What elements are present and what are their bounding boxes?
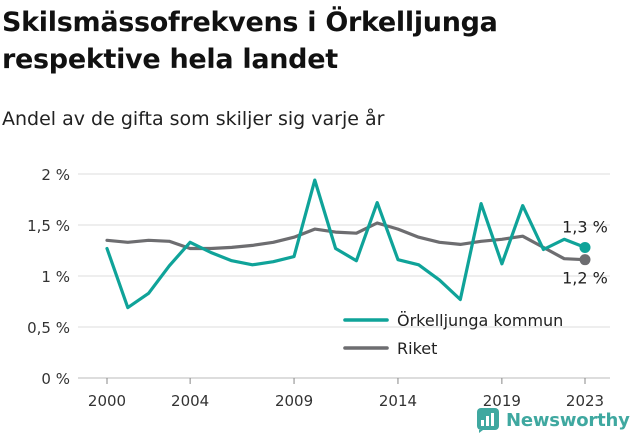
x-tick-label: 2004	[171, 392, 209, 410]
legend: Örkelljunga kommun Riket	[343, 311, 563, 358]
end-label-riket: 1,2 %	[562, 269, 608, 288]
series-end-point-riket	[579, 254, 591, 266]
series-line-orkelljunga	[105, 178, 587, 310]
brand-logo: Newsworthy	[476, 407, 630, 433]
newsworthy-icon	[477, 408, 499, 433]
y-tick-label: 1 %	[41, 268, 70, 286]
chart-subtitle: Andel av de gifta som skiljer sig varje …	[2, 108, 385, 130]
chart-title: Skilsmässofrekvens i Örkelljunga respekt…	[2, 7, 498, 75]
axis-layer: 0 % 0,5 % 1 % 1,5 % 2 % 2000 2004 2009 2014 2019 2…	[27, 166, 604, 410]
grid-layer	[78, 173, 610, 379]
y-tick-label: 0,5 %	[27, 319, 70, 337]
x-tick-label: 2009	[275, 392, 313, 410]
y-tick-label: 0 %	[41, 370, 70, 388]
brand-name: Newsworthy	[506, 409, 630, 431]
y-tick-label: 2 %	[41, 166, 70, 184]
x-tick-label: 2014	[379, 392, 417, 410]
series-layer	[105, 178, 591, 310]
x-tick-label: 2000	[88, 392, 126, 410]
end-label-orkelljunga: 1,3 %	[562, 217, 608, 236]
x-tick-label: 2019	[483, 392, 521, 410]
legend-label: Riket	[397, 339, 437, 358]
label-layer: 1,3 % 1,2 %	[562, 217, 608, 287]
legend-label: Örkelljunga kommun	[397, 311, 563, 330]
series-end-point-orkelljunga	[579, 241, 591, 253]
y-tick-label: 1,5 %	[27, 217, 70, 235]
x-tick-label: 2023	[566, 392, 604, 410]
